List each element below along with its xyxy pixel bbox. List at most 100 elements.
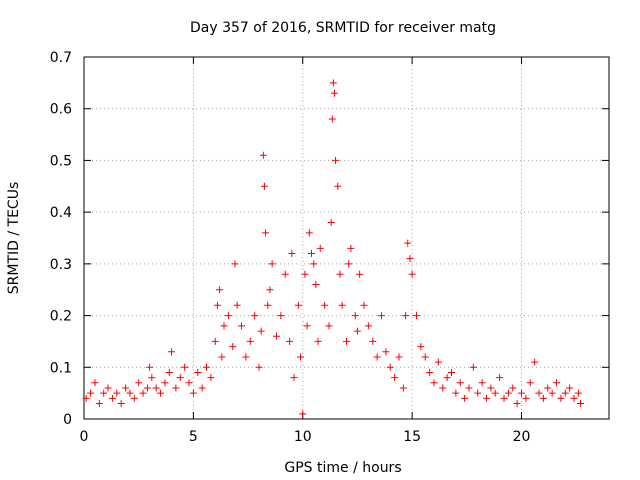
data-point — [395, 353, 403, 361]
y-tick-label: 0.3 — [50, 257, 72, 273]
data-point — [157, 389, 165, 397]
data-point — [417, 343, 425, 351]
data-point — [264, 301, 272, 309]
data-point — [406, 255, 414, 263]
data-point — [198, 384, 206, 392]
data-point — [413, 312, 420, 320]
data-point — [426, 368, 434, 376]
data-point — [329, 79, 337, 87]
plot-frame — [83, 56, 610, 420]
y-tick-label: 0.1 — [50, 360, 72, 376]
data-point — [469, 363, 477, 371]
data-point — [487, 384, 495, 392]
x-tick-label: 20 — [513, 429, 531, 445]
data-point — [402, 312, 410, 320]
data-point — [404, 239, 412, 247]
x-tick-label: 10 — [294, 429, 312, 445]
data-point — [288, 250, 296, 258]
data-point — [194, 368, 202, 376]
x-tick-label: 15 — [403, 429, 421, 445]
data-point — [364, 322, 372, 330]
data-point — [294, 301, 302, 309]
data-point — [408, 270, 416, 278]
data-point — [259, 151, 267, 159]
data-point — [213, 301, 221, 309]
data-point — [260, 182, 268, 190]
data-point — [211, 337, 219, 345]
data-point — [229, 343, 237, 351]
data-point — [246, 337, 254, 345]
data-point — [130, 394, 138, 402]
data-point — [504, 389, 512, 397]
data-point — [360, 301, 368, 309]
data-point — [535, 389, 543, 397]
data-point — [474, 389, 482, 397]
axis-ticks: 0 5 10 15 20 0 0.1 0.2 0.3 0.4 0.5 0.6 0.7 — [50, 50, 609, 445]
data-point — [100, 389, 108, 397]
data-point — [143, 384, 151, 392]
data-point — [242, 353, 250, 361]
data-point — [297, 353, 305, 361]
y-tick-label: 0 — [63, 412, 72, 428]
data-point — [553, 379, 560, 387]
data-point — [299, 410, 307, 418]
data-point — [176, 374, 184, 382]
data-point — [353, 327, 361, 335]
data-point — [314, 337, 322, 345]
data-point — [168, 348, 175, 356]
data-point — [301, 270, 309, 278]
data-point — [452, 389, 460, 397]
data-point — [496, 374, 504, 382]
y-axis-label: SRMTID / TECUs — [6, 182, 22, 295]
data-point — [281, 270, 289, 278]
y-tick-label: 0.2 — [50, 309, 72, 325]
data-point — [303, 322, 311, 330]
data-point — [251, 312, 259, 320]
data-point — [327, 218, 335, 226]
data-point — [347, 244, 355, 252]
data-point — [203, 363, 210, 371]
data-point — [439, 384, 447, 392]
data-point — [95, 399, 103, 407]
data-point — [316, 244, 324, 252]
data-point — [165, 368, 173, 376]
data-point — [277, 312, 285, 320]
data-point — [574, 389, 582, 397]
data-point — [382, 348, 390, 356]
data-point — [146, 363, 154, 371]
data-point — [325, 322, 333, 330]
y-tick-label: 0.5 — [50, 153, 72, 169]
data-point — [273, 332, 280, 340]
data-point — [172, 384, 180, 392]
data-point — [257, 327, 265, 335]
data-point — [566, 384, 574, 392]
data-point — [87, 389, 95, 397]
data-point — [262, 229, 270, 237]
y-tick-label: 0.6 — [50, 102, 72, 118]
data-point — [148, 374, 156, 382]
data-point — [378, 312, 385, 320]
data-point — [478, 379, 486, 387]
data-point — [461, 394, 469, 402]
data-point — [161, 379, 169, 387]
data-points — [82, 79, 585, 418]
data-point — [522, 394, 530, 402]
data-point — [308, 250, 315, 258]
data-point — [185, 379, 193, 387]
data-point — [286, 337, 294, 345]
data-point — [135, 379, 143, 387]
data-point — [91, 379, 99, 387]
data-point — [266, 286, 274, 294]
x-tick-label: 0 — [80, 429, 89, 445]
data-point — [518, 389, 525, 397]
data-point — [207, 374, 215, 382]
data-point — [483, 394, 490, 402]
data-point — [220, 322, 228, 330]
data-point — [104, 384, 112, 392]
data-point — [356, 270, 364, 278]
data-point — [321, 301, 329, 309]
data-point — [330, 89, 338, 97]
data-point — [122, 384, 130, 392]
data-point — [113, 389, 121, 397]
data-point — [539, 394, 547, 402]
